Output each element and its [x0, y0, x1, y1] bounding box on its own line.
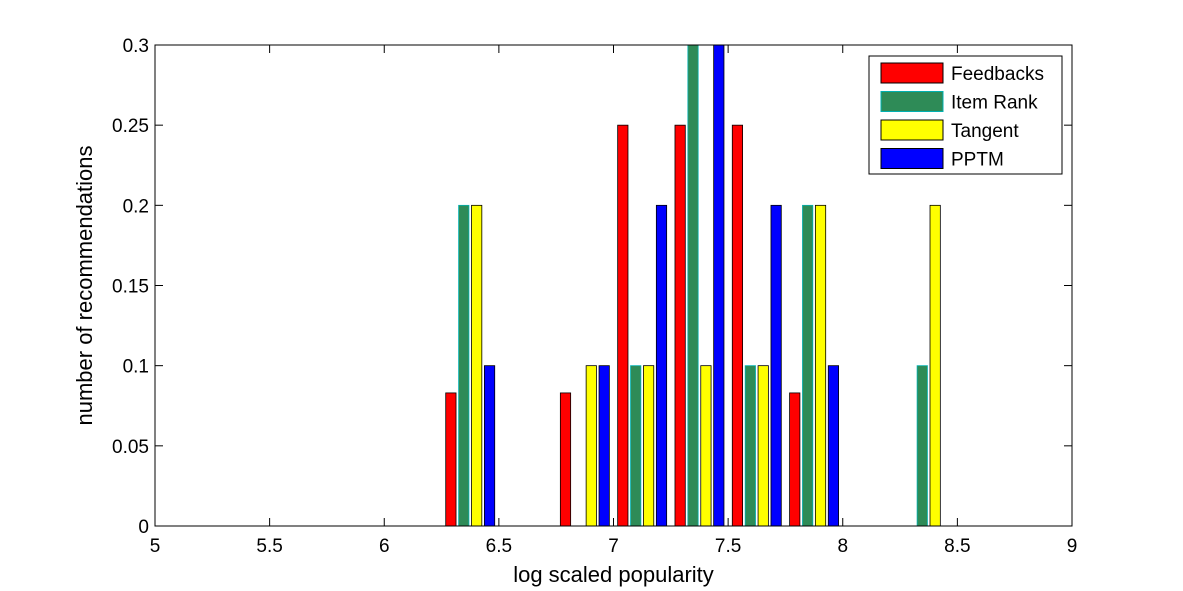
bar-item-rank-8	[630, 365, 642, 527]
bars-group	[445, 44, 941, 527]
legend-swatch-pptm	[880, 148, 944, 169]
bar-tangent-7	[585, 365, 597, 527]
x-tick-label: 5	[150, 536, 161, 557]
legend-label-feedbacks: Feedbacks	[951, 64, 1044, 85]
bar-feedbacks-8	[617, 124, 629, 527]
y-tick-label: 0.1	[123, 357, 149, 378]
x-tick-label: 7.5	[715, 536, 741, 557]
bar-item-rank-13	[916, 365, 928, 527]
bar-pptm-7	[598, 365, 610, 527]
x-tick-label: 8.5	[944, 536, 970, 557]
bar-feedbacks-10	[731, 124, 744, 527]
legend-label-pptm: PPTM	[951, 150, 1004, 171]
x-tick-label: 6.5	[486, 536, 512, 557]
y-tick-label: 0.25	[112, 116, 149, 137]
y-tick-label: 0.05	[112, 437, 149, 458]
bar-pptm-5	[483, 365, 496, 527]
x-tick-label: 9	[1067, 536, 1078, 557]
bar-tangent-13	[929, 204, 941, 527]
x-tick-label: 5.5	[256, 536, 282, 557]
legend-label-tangent: Tangent	[951, 121, 1019, 142]
bar-feedbacks-9	[674, 124, 686, 527]
bar-tangent-11	[814, 204, 827, 527]
y-tick-label: 0.15	[112, 277, 149, 298]
bar-feedbacks-7	[559, 392, 572, 527]
x-axis: 5 5.5 6 6.5 7 7.5 8 8.5 9	[150, 45, 1078, 557]
bar-pptm-11	[827, 365, 840, 527]
x-tick-label: 6	[379, 536, 390, 557]
bar-item-rank-9	[687, 44, 699, 527]
bar-item-rank-10	[744, 365, 756, 527]
y-tick-label: 0.2	[123, 196, 149, 217]
bar-pptm-9	[713, 44, 725, 527]
legend-swatch-feedbacks	[880, 62, 944, 84]
bar-feedbacks-5	[445, 392, 457, 527]
y-tick-label: 0.3	[123, 36, 149, 57]
bar-pptm-8	[655, 204, 668, 527]
x-axis-label: log scaled popularity	[513, 562, 714, 587]
bar-feedbacks-11	[789, 392, 801, 527]
x-tick-label: 7	[608, 536, 619, 557]
legend: Feedbacks Item Rank Tangent PPTM	[868, 55, 1063, 175]
legend-swatch-tangent	[880, 119, 944, 141]
bar-item-rank-11	[802, 204, 814, 527]
y-axis: 0 0.05 0.1 0.15 0.2 0.25 0.3	[112, 36, 1072, 538]
legend-label-item-rank: Item Rank	[951, 93, 1038, 114]
x-tick-label: 8	[837, 536, 848, 557]
bar-pptm-10	[770, 204, 782, 527]
bar-tangent-9	[700, 365, 712, 527]
bar-tangent-5	[471, 204, 483, 527]
legend-swatch-item-rank	[880, 91, 944, 112]
bar-tangent-8	[643, 365, 655, 527]
y-tick-label: 0	[138, 517, 149, 538]
bar-tangent-10	[757, 365, 769, 527]
bar-item-rank-5	[458, 204, 470, 527]
y-axis-label: number of recommendations	[72, 145, 97, 425]
